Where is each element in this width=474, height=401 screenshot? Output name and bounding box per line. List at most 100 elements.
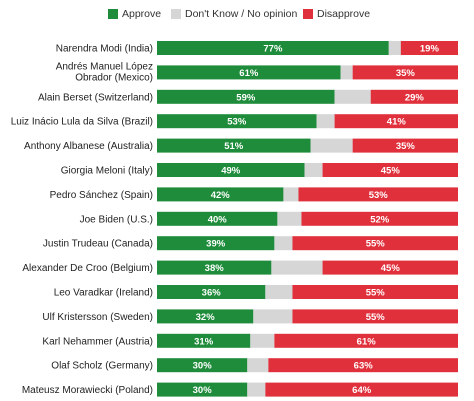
- value-label-disapprove-leo-varadkar-ireland: 55%: [366, 288, 386, 299]
- row-label-luiz-in-cio-lula-da-silva-brazil: Luiz Inácio Lula da Silva (Brazil): [11, 117, 153, 128]
- bar-dont-know-mateusz-morawiecki-poland: [247, 382, 266, 397]
- bar-disapprove-karl-nehammer-austria: [274, 333, 458, 348]
- value-label-disapprove-mateusz-morawiecki-poland: 64%: [352, 385, 372, 396]
- bar-approve-anthony-albanese-australia: [157, 138, 311, 153]
- bar-dont-know-pedro-s-nchez-spain: [283, 187, 299, 202]
- bar-disapprove-olaf-scholz-germany: [268, 358, 458, 373]
- bar-disapprove-justin-trudeau-canada: [292, 236, 458, 251]
- row-label-mateusz-morawiecki-poland: Mateusz Morawiecki (Poland): [22, 385, 153, 396]
- value-label-approve-leo-varadkar-ireland: 36%: [202, 288, 222, 299]
- value-label-approve-alexander-de-croo-belgium: 38%: [205, 263, 225, 274]
- legend-label-approve: Approve: [122, 8, 162, 20]
- bar-disapprove-leo-varadkar-ireland: [292, 285, 458, 299]
- bar-dont-know-alain-berset-switzerland: [334, 89, 371, 104]
- value-label-disapprove-alain-berset-switzerland: 29%: [405, 92, 425, 103]
- value-label-disapprove-joe-biden-u-s: 52%: [370, 214, 390, 225]
- bar-approve-alain-berset-switzerland: [157, 89, 335, 104]
- bar-approve-olaf-scholz-germany: [157, 358, 248, 373]
- bar-approve-giorgia-meloni-italy: [157, 163, 305, 177]
- bar-dont-know-justin-trudeau-canada: [274, 236, 293, 251]
- legend-item-approve: Approve: [108, 6, 161, 22]
- value-label-disapprove-ulf-kristersson-sweden: 55%: [366, 312, 386, 323]
- bar-approve-narendra-modi-india: [157, 41, 389, 55]
- row-label-giorgia-meloni-italy: Giorgia Meloni (Italy): [61, 166, 153, 177]
- bar-dont-know-karl-nehammer-austria: [250, 333, 275, 348]
- value-label-approve-anthony-albanese-australia: 51%: [224, 141, 244, 152]
- value-label-approve-andr-s-manuel-l-pez-obrador-mexico: 61%: [239, 68, 259, 79]
- bar-approve-pedro-s-nchez-spain: [157, 187, 284, 202]
- value-label-approve-joe-biden-u-s: 40%: [208, 214, 228, 225]
- bar-approve-justin-trudeau-canada: [157, 236, 275, 251]
- row-label-alain-berset-switzerland: Alain Berset (Switzerland): [38, 92, 153, 103]
- bar-dont-know-leo-varadkar-ireland: [265, 285, 293, 299]
- bar-approve-andr-s-manuel-l-pez-obrador-mexico: [157, 65, 341, 80]
- legend-swatch-disapprove: [303, 9, 313, 19]
- value-label-approve-giorgia-meloni-italy: 49%: [221, 166, 241, 177]
- row-label-line: Obrador (Mexico): [75, 72, 153, 83]
- value-label-approve-alain-berset-switzerland: 59%: [236, 92, 256, 103]
- row-label-leo-varadkar-ireland: Leo Varadkar (Ireland): [54, 288, 153, 299]
- bar-approve-ulf-kristersson-sweden: [157, 309, 254, 324]
- row-label-line: Andrés Manuel López: [56, 61, 153, 72]
- bar-disapprove-ulf-kristersson-sweden: [292, 309, 458, 324]
- bar-dont-know-joe-biden-u-s: [277, 211, 302, 226]
- legend-item-dont-know: Don't Know / No opinion: [171, 6, 297, 22]
- value-label-approve-luiz-in-cio-lula-da-silva-brazil: 53%: [227, 117, 247, 128]
- bar-disapprove-joe-biden-u-s: [301, 211, 458, 226]
- bar-dont-know-andr-s-manuel-l-pez-obrador-mexico: [340, 65, 353, 80]
- legend-label-dont-know: Don't Know / No opinion: [185, 8, 298, 20]
- bar-dont-know-giorgia-meloni-italy: [304, 163, 323, 177]
- row-label-ulf-kristersson-sweden: Ulf Kristersson (Sweden): [42, 312, 153, 323]
- value-label-disapprove-narendra-modi-india: 19%: [420, 44, 440, 55]
- bar-disapprove-giorgia-meloni-italy: [322, 163, 458, 177]
- legend-swatch-approve: [108, 9, 118, 19]
- legend-swatch-dont-know: [171, 9, 181, 19]
- bar-disapprove-andr-s-manuel-l-pez-obrador-mexico: [352, 65, 458, 80]
- value-label-approve-karl-nehammer-austria: 31%: [194, 336, 214, 347]
- bar-disapprove-alain-berset-switzerland: [370, 89, 458, 104]
- bar-disapprove-mateusz-morawiecki-poland: [265, 382, 458, 397]
- value-label-disapprove-anthony-albanese-australia: 35%: [396, 141, 416, 152]
- row-label-karl-nehammer-austria: Karl Nehammer (Austria): [42, 336, 153, 347]
- bar-dont-know-anthony-albanese-australia: [310, 138, 353, 153]
- value-label-disapprove-pedro-s-nchez-spain: 53%: [369, 190, 389, 201]
- row-label-narendra-modi-india: Narendra Modi (India): [56, 44, 153, 55]
- bar-disapprove-anthony-albanese-australia: [352, 138, 458, 153]
- value-label-disapprove-luiz-in-cio-lula-da-silva-brazil: 41%: [387, 117, 407, 128]
- value-label-approve-narendra-modi-india: 77%: [263, 44, 283, 55]
- value-label-disapprove-giorgia-meloni-italy: 45%: [381, 166, 401, 177]
- bar-approve-alexander-de-croo-belgium: [157, 260, 272, 275]
- value-label-disapprove-alexander-de-croo-belgium: 45%: [381, 263, 401, 274]
- row-label-justin-trudeau-canada: Justin Trudeau (Canada): [43, 239, 153, 250]
- bar-approve-luiz-in-cio-lula-da-silva-brazil: [157, 114, 317, 129]
- value-label-disapprove-justin-trudeau-canada: 55%: [366, 239, 386, 250]
- bar-approve-leo-varadkar-ireland: [157, 285, 266, 299]
- row-label-joe-biden-u-s: Joe Biden (U.S.): [80, 214, 153, 225]
- row-label-pedro-s-nchez-spain: Pedro Sánchez (Spain): [50, 190, 153, 201]
- value-label-approve-mateusz-morawiecki-poland: 30%: [193, 385, 213, 396]
- bar-disapprove-narendra-modi-india: [400, 41, 458, 55]
- legend: Approve Don't Know / No opinion Disappro…: [0, 6, 474, 22]
- bar-disapprove-alexander-de-croo-belgium: [322, 260, 458, 275]
- value-label-approve-ulf-kristersson-sweden: 32%: [196, 312, 216, 323]
- bar-dont-know-narendra-modi-india: [388, 41, 401, 55]
- value-label-approve-olaf-scholz-germany: 30%: [193, 361, 213, 372]
- bar-dont-know-ulf-kristersson-sweden: [253, 309, 293, 324]
- row-label-andr-s-manuel-l-pez-obrador-mexico: Andrés Manuel López Obrador (Mexico): [56, 61, 153, 83]
- bar-disapprove-pedro-s-nchez-spain: [298, 187, 458, 202]
- row-label-anthony-albanese-australia: Anthony Albanese (Australia): [24, 141, 153, 152]
- bar-approve-joe-biden-u-s: [157, 211, 278, 226]
- value-label-disapprove-karl-nehammer-austria: 61%: [357, 336, 377, 347]
- legend-label-disapprove: Disapprove: [317, 8, 371, 20]
- row-label-olaf-scholz-germany: Olaf Scholz (Germany): [51, 361, 153, 372]
- bar-approve-karl-nehammer-austria: [157, 333, 251, 348]
- bar-dont-know-luiz-in-cio-lula-da-silva-brazil: [316, 114, 335, 129]
- bar-approve-mateusz-morawiecki-poland: [157, 382, 248, 397]
- value-label-disapprove-andr-s-manuel-l-pez-obrador-mexico: 35%: [396, 68, 416, 79]
- legend-item-disapprove: Disapprove: [303, 6, 370, 22]
- bar-dont-know-alexander-de-croo-belgium: [271, 260, 323, 275]
- value-label-approve-pedro-s-nchez-spain: 42%: [211, 190, 231, 201]
- value-label-disapprove-olaf-scholz-germany: 63%: [354, 361, 374, 372]
- bar-dont-know-olaf-scholz-germany: [247, 358, 269, 373]
